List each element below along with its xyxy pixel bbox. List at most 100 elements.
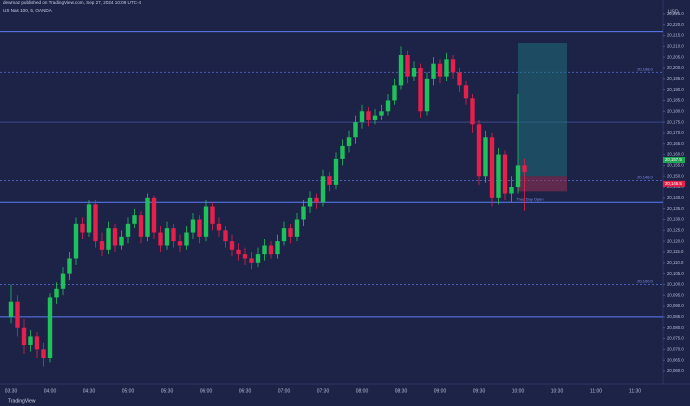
x-tick-label: 10:00 — [512, 388, 525, 394]
y-tick-label: 20,085.0 — [667, 314, 684, 319]
x-tick-label: 03:30 — [5, 388, 18, 394]
candle-body — [93, 204, 98, 242]
candle-body — [249, 258, 254, 263]
candle-body — [288, 228, 293, 237]
candle-body — [203, 206, 209, 237]
candle-body — [112, 228, 118, 246]
y-tick-label: 20,155.0 — [667, 163, 684, 168]
candle-body — [268, 245, 274, 255]
y-tick-label: 20,180.0 — [667, 108, 684, 113]
candle-body — [346, 137, 352, 146]
candle-body — [41, 349, 46, 359]
y-tick-label: 20,065.0 — [667, 357, 684, 362]
y-tick-label: 20,175.0 — [667, 119, 684, 124]
x-tick-label: 04:30 — [83, 388, 96, 394]
stop-zone — [518, 176, 567, 192]
x-tick-label: 09:30 — [473, 388, 486, 394]
candle-body — [67, 258, 72, 274]
candle-body — [145, 197, 150, 237]
x-tick-label: 11:00 — [590, 388, 602, 394]
y-tick-label: 20,165.0 — [667, 141, 684, 146]
y-tick-label: 20,130.0 — [667, 217, 684, 222]
candle-body — [301, 206, 306, 220]
candle-body — [171, 228, 176, 242]
x-tick-label: 07:00 — [278, 388, 291, 394]
candle-body — [106, 228, 111, 250]
candle-body — [132, 215, 137, 224]
candle-body — [327, 176, 332, 185]
candle-body — [190, 219, 196, 233]
y-tick-label: 20,195.0 — [667, 76, 684, 81]
candle-body — [496, 154, 501, 198]
candle-body — [489, 137, 495, 198]
candle-body — [515, 165, 521, 188]
candle-body — [320, 176, 326, 203]
x-tick-label: 07:30 — [317, 388, 330, 394]
candle-body — [125, 223, 131, 237]
candle-body — [392, 85, 397, 101]
y-tick-label: 20,215.0 — [667, 33, 684, 38]
candle-body — [184, 232, 189, 246]
candle-body — [80, 223, 85, 233]
price-axis-pane — [663, 0, 690, 406]
x-tick-label: 09:00 — [434, 388, 447, 394]
candle-body — [502, 154, 508, 194]
candle-body — [119, 236, 124, 246]
y-tick-label: 20,110.0 — [667, 260, 684, 265]
candle-body — [379, 111, 384, 116]
candle-body — [385, 100, 391, 112]
candle-body — [28, 336, 33, 346]
y-tick-label: 20,200.0 — [667, 65, 684, 70]
candle-body — [476, 124, 482, 177]
y-tick-label: 20,075.0 — [667, 336, 684, 341]
y-tick-label: 20,225.0 — [667, 11, 684, 16]
level-label: 20,148.0 — [637, 175, 653, 180]
level-label: 20,198.0 — [637, 66, 653, 71]
candle-body — [151, 197, 157, 233]
x-tick-label: 11:30 — [629, 388, 641, 394]
y-tick-label: 20,170.0 — [667, 130, 684, 135]
candle-body — [138, 215, 144, 237]
candle-body — [307, 197, 313, 207]
x-tick-label: 04:00 — [44, 388, 57, 394]
y-tick-label: 20,220.0 — [667, 22, 684, 27]
x-tick-label: 06:00 — [200, 388, 213, 394]
candle-body — [457, 72, 462, 86]
candle-body — [463, 85, 469, 99]
x-tick-label: 05:00 — [122, 388, 135, 394]
candle-body — [281, 228, 287, 242]
y-tick-label: 20,070.0 — [667, 347, 684, 352]
candle-body — [450, 59, 456, 73]
candle-body — [359, 111, 365, 123]
y-tick-label: 20,135.0 — [667, 206, 684, 211]
candle-body — [223, 230, 228, 242]
candle-body — [229, 241, 235, 250]
candle-body — [366, 111, 371, 120]
price-tag — [663, 156, 685, 163]
candle-body — [86, 204, 92, 233]
x-tick-label: 05:30 — [161, 388, 174, 394]
candle-body — [437, 63, 443, 77]
candle-body — [522, 165, 527, 172]
candle-body — [314, 197, 319, 203]
x-tick-label: 06:30 — [239, 388, 252, 394]
y-tick-label: 20,080.0 — [667, 325, 684, 330]
candle-body — [255, 254, 261, 263]
candle-body — [470, 98, 475, 125]
y-tick-label: 20,190.0 — [667, 87, 684, 92]
candle-body — [262, 245, 267, 255]
candle-body — [99, 241, 105, 250]
publisher: dewmaz published on TradingView.com, Sep… — [3, 0, 142, 5]
y-tick-label: 20,120.0 — [667, 238, 684, 243]
candle-body — [15, 301, 20, 328]
y-tick-label: 20,150.0 — [667, 173, 684, 178]
x-tick-label: 08:30 — [395, 388, 408, 394]
y-tick-label: 20,060.0 — [667, 368, 684, 373]
candle-body — [164, 228, 170, 246]
candle-body — [405, 55, 410, 77]
candle-body — [444, 59, 449, 77]
candle-body — [424, 78, 430, 112]
x-tick-label: 08:00 — [356, 388, 369, 394]
y-tick-label: 20,105.0 — [667, 271, 684, 276]
